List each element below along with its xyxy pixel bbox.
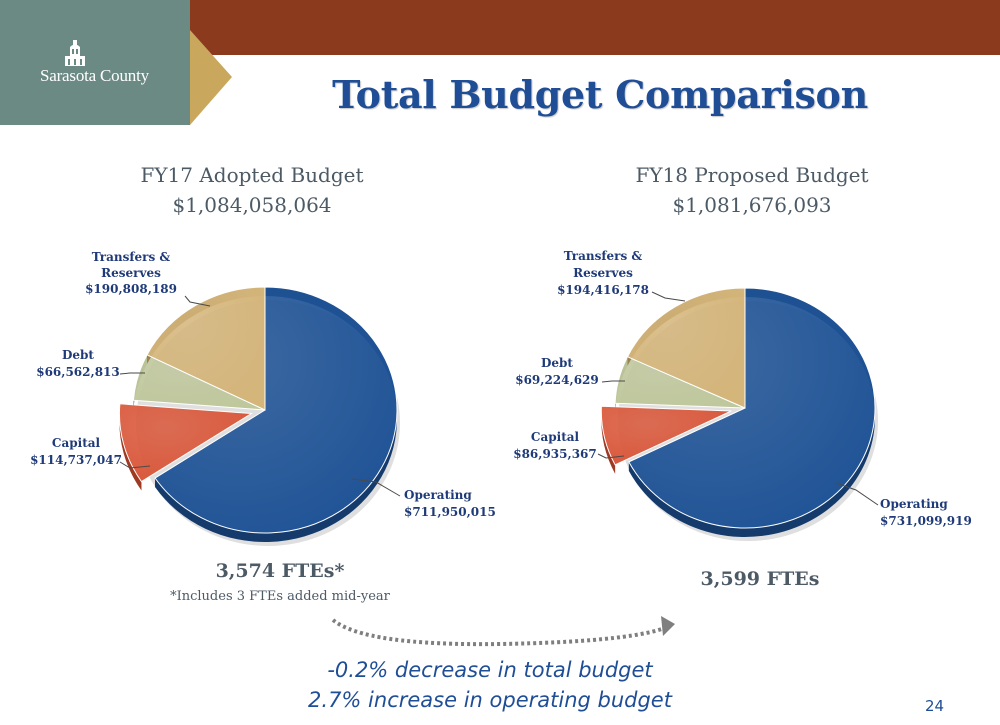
leader-line-transfers	[184, 295, 211, 307]
fy18-title: FY18 Proposed Budget	[635, 163, 869, 187]
slice-transfers	[626, 287, 746, 409]
slice-transfers	[146, 286, 266, 411]
fy17-heading: FY17 Adopted Budget $1,084,058,064	[102, 160, 402, 220]
value-label-debt: $69,224,629	[515, 373, 599, 387]
category-label-capital: Capital	[52, 436, 101, 450]
summary-line-2: 2.7% increase in operating budget	[308, 688, 672, 712]
category-label-transfers: Reserves	[573, 266, 633, 280]
value-label-transfers: $190,808,189	[85, 282, 177, 296]
category-label-transfers: Reserves	[101, 266, 161, 280]
category-label-operating: Operating	[404, 488, 472, 502]
courthouse-icon	[65, 40, 85, 66]
slice-capital	[118, 403, 254, 483]
leader-line-operating	[351, 478, 401, 497]
fy17-fte-note: *Includes 3 FTEs added mid-year	[170, 589, 390, 604]
slice-operating	[154, 286, 398, 534]
category-label-operating: Operating	[880, 497, 948, 511]
pie-chart-fy17: Operating $711,950,015 Capital $114,737,047…	[30, 250, 496, 546]
fy18-fte: 3,599 FTEs	[700, 568, 820, 590]
leader-line-debt	[601, 380, 625, 383]
value-label-debt: $66,562,813	[36, 365, 120, 379]
slice-side-capital	[601, 406, 616, 474]
slice-operating	[628, 287, 876, 529]
fy18-total: $1,081,676,093	[672, 193, 832, 217]
fy17-fte: 3,574 FTEs*	[215, 560, 345, 582]
leader-line-debt	[119, 372, 145, 375]
category-label-debt: Debt	[541, 356, 573, 370]
logo-panel: Sarasota County	[0, 0, 190, 125]
value-label-operating: $711,950,015	[404, 505, 496, 519]
leader-line-operating	[835, 482, 879, 506]
value-label-capital: $86,935,367	[513, 447, 597, 461]
category-label-transfers: Transfers &	[564, 249, 643, 263]
category-label-transfers: Transfers &	[92, 250, 171, 264]
slice-capital	[600, 405, 732, 466]
value-label-operating: $731,099,919	[880, 514, 972, 528]
page-title: Total Budget Comparison	[332, 72, 868, 117]
category-label-capital: Capital	[531, 430, 580, 444]
summary-line-1: -0.2% decrease in total budget	[327, 658, 653, 682]
header-bar	[190, 0, 1000, 55]
leader-line-capital	[597, 453, 625, 459]
logo-text: Sarasota County	[40, 66, 149, 85]
leader-line-transfers	[651, 291, 686, 302]
comparison-arrow	[331, 616, 675, 647]
leader-line-capital	[119, 461, 151, 469]
pie-chart-fy18: Operating $731,099,919 Capital $86,935,367 D…	[513, 249, 972, 541]
header-accent-arrow	[190, 30, 232, 125]
fy17-title: FY17 Adopted Budget	[140, 163, 364, 187]
category-label-debt: Debt	[62, 348, 94, 362]
value-label-capital: $114,737,047	[30, 453, 122, 467]
fy18-heading: FY18 Proposed Budget $1,081,676,093	[602, 160, 902, 220]
value-label-transfers: $194,416,178	[557, 283, 649, 297]
fy17-total: $1,084,058,064	[172, 193, 332, 217]
page-number: 24	[925, 697, 945, 715]
